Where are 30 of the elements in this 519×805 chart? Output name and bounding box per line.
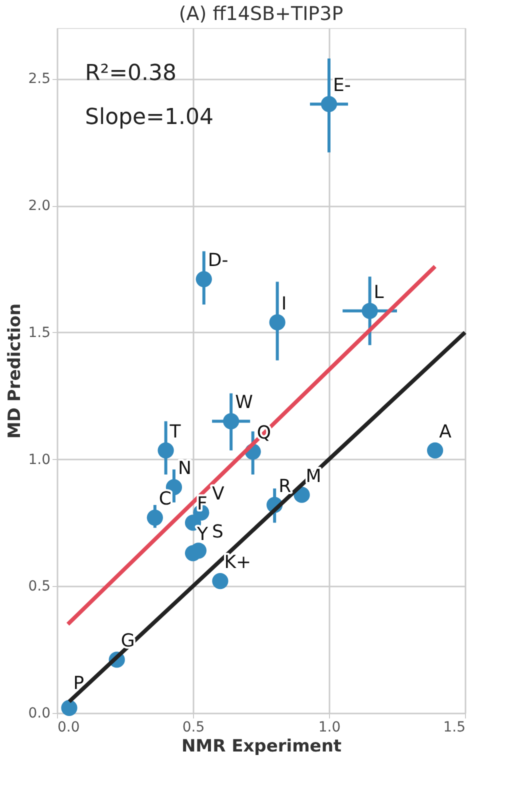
annotation: A: [439, 421, 452, 442]
annotation: R: [278, 476, 292, 497]
annotation: K+: [224, 552, 252, 574]
y-axis-title: MD Prediction: [5, 303, 26, 439]
y-tick-label: 1.5: [28, 324, 50, 341]
annotation: E-: [333, 75, 351, 96]
y-tick-label: 0.0: [28, 706, 50, 722]
y-tick-label: 2.0: [28, 198, 50, 214]
y-tick-label: 2.5: [28, 71, 50, 88]
chart-title: (A) ff14SB+TIP3P: [178, 3, 344, 25]
annotation: I: [281, 293, 287, 314]
annotation: P: [73, 672, 84, 694]
annotation: L: [374, 282, 384, 303]
annotation: T: [168, 421, 182, 442]
annotation: W: [235, 392, 254, 414]
annotation: Y: [196, 524, 209, 546]
annotation: R²=0.38: [85, 61, 177, 86]
x-tick-label: 1.5: [443, 720, 466, 736]
x-axis-title: NMR Experiment: [181, 736, 342, 756]
annotation: V: [212, 484, 225, 505]
x-tick-label: 0.5: [182, 720, 205, 736]
y-tick-label: 1.0: [28, 452, 50, 468]
annotation: C: [158, 488, 172, 510]
annotation: S: [212, 522, 224, 543]
annotation: Slope=1.04: [85, 105, 214, 130]
annotation: N: [178, 458, 192, 480]
x-tick-label: 0.0: [58, 720, 80, 736]
x-tick-label: 1.0: [318, 720, 341, 736]
y-tick-label: 0.5: [28, 578, 50, 595]
annotation: D-: [208, 250, 228, 272]
